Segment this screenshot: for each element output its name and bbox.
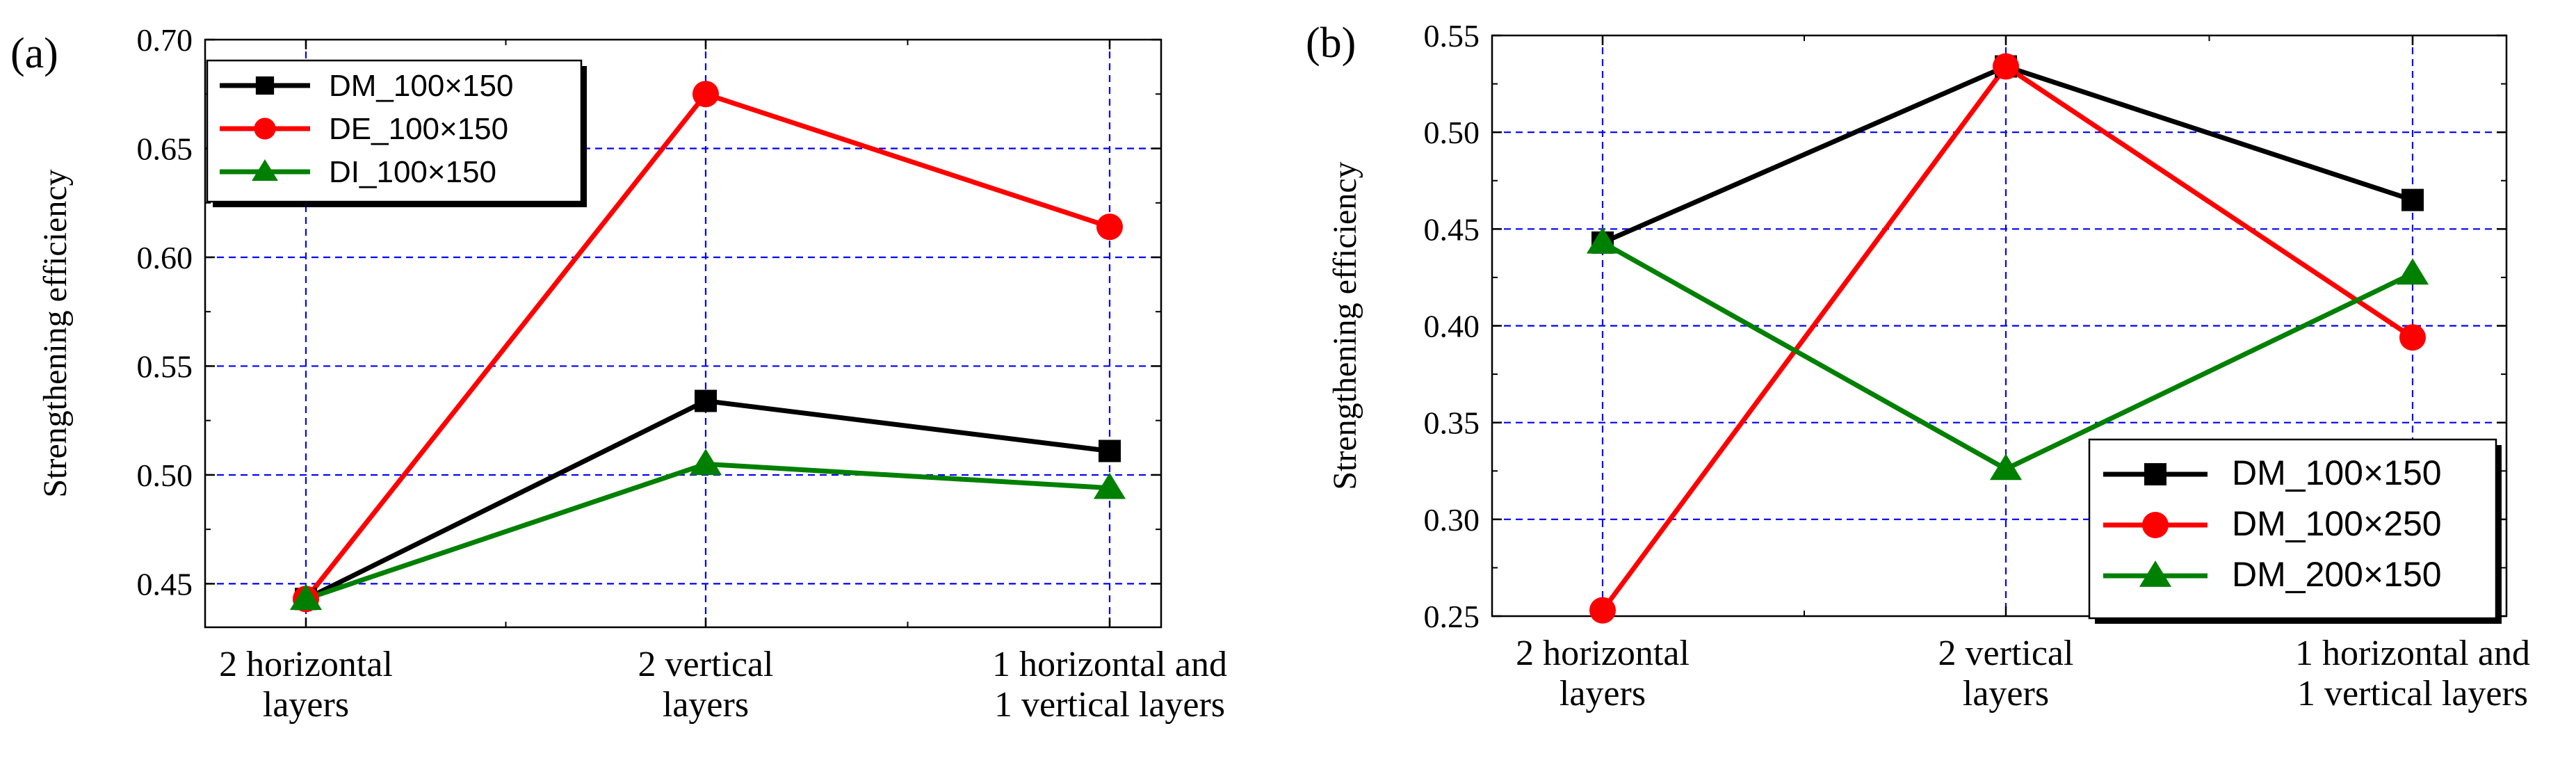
x-category-label-line: 2 horizontal	[219, 645, 393, 684]
legend-marker-triangle	[2139, 561, 2172, 587]
y-axis-title: Strengthening efficiency	[37, 169, 74, 497]
legend-marker-triangle	[252, 159, 278, 181]
y-tick-label: 0.70	[137, 22, 193, 58]
x-category-label: 2 vertical layers	[1938, 634, 2074, 713]
y-tick-label: 0.30	[1424, 502, 1480, 538]
y-tick-label: 0.55	[137, 348, 193, 384]
legend-marker-square	[255, 76, 275, 95]
data-point-square	[695, 389, 717, 412]
legend-marker-circle	[254, 118, 276, 140]
y-tick-label: 0.60	[137, 240, 193, 275]
x-category-label-line: 2 horizontal	[1516, 634, 1690, 673]
data-point-circle	[692, 81, 719, 108]
data-point-square	[2401, 188, 2424, 211]
y-tick-label: 0.55	[1424, 18, 1480, 54]
legend-label: DM_100×150	[329, 69, 513, 103]
legend-label: DE_100×150	[329, 112, 508, 146]
x-category-label-line: 1 horizontal and	[2295, 634, 2530, 673]
y-tick-label: 0.25	[1424, 599, 1480, 634]
x-category-label-line: 1 vertical layers	[2297, 674, 2528, 713]
x-category-label: 2 horizontal layers	[219, 645, 393, 725]
x-category-label-line: 1 vertical layers	[994, 685, 1225, 725]
axes-frame	[204, 38, 1163, 629]
x-category-label-line: layers	[1560, 674, 1646, 713]
data-point-triangle	[2396, 258, 2429, 285]
panel-label: (b)	[1306, 19, 1356, 67]
data-point-triangle	[1586, 227, 1619, 254]
x-category-label-line: layers	[263, 685, 349, 725]
data-point-circle	[1589, 597, 1616, 624]
x-category-label-line: 1 horizontal and	[992, 645, 1227, 684]
y-tick-label: 0.40	[1424, 309, 1480, 344]
data-point-triangle	[1093, 472, 1126, 499]
y-tick-label: 0.65	[137, 131, 193, 166]
x-category-label-line: 2 vertical	[638, 645, 774, 684]
data-point-circle	[2399, 324, 2426, 351]
x-category-label: 1 horizontal and 1 vertical layers	[992, 645, 1227, 725]
x-category-label: 1 horizontal and 1 vertical layers	[2295, 634, 2530, 713]
legend-marker-square	[2144, 463, 2166, 485]
panel-label: (a)	[10, 30, 58, 77]
y-axis-title: Strengthening efficiency	[1327, 161, 1363, 490]
data-point-triangle	[289, 583, 323, 611]
legend-label: DM_100×250	[2232, 504, 2442, 543]
y-tick-label: 0.45	[137, 566, 193, 602]
x-category-label: 2 vertical layers	[638, 645, 774, 725]
data-point-triangle	[1989, 453, 2023, 481]
x-category-label-line: layers	[663, 685, 749, 725]
x-category-label-line: layers	[1963, 674, 2049, 713]
legend-label: DM_100×150	[2232, 453, 2442, 492]
y-tick-label: 0.50	[1424, 115, 1480, 150]
legend-label: DM_200×150	[2232, 555, 2442, 594]
legend-label: DI_100×150	[329, 155, 496, 189]
legend-marker-circle	[2142, 512, 2169, 538]
data-point-triangle	[689, 449, 722, 476]
x-category-label-line: 2 vertical	[1938, 634, 2074, 673]
y-tick-label: 0.35	[1424, 405, 1480, 441]
y-tick-label: 0.50	[137, 458, 193, 493]
y-tick-label: 0.45	[1424, 211, 1480, 247]
data-point-square	[1099, 440, 1121, 462]
data-point-circle	[1096, 213, 1123, 241]
panel-a: 0.450.500.550.600.650.702 horizontal laye…	[10, 22, 1227, 725]
data-point-circle	[1993, 53, 2019, 80]
x-category-label: 2 horizontal layers	[1516, 634, 1690, 713]
panel-b: 0.25 0.30 0.35 0.40 0.45 0.50 0.55 2 horizontal…	[1306, 18, 2530, 713]
